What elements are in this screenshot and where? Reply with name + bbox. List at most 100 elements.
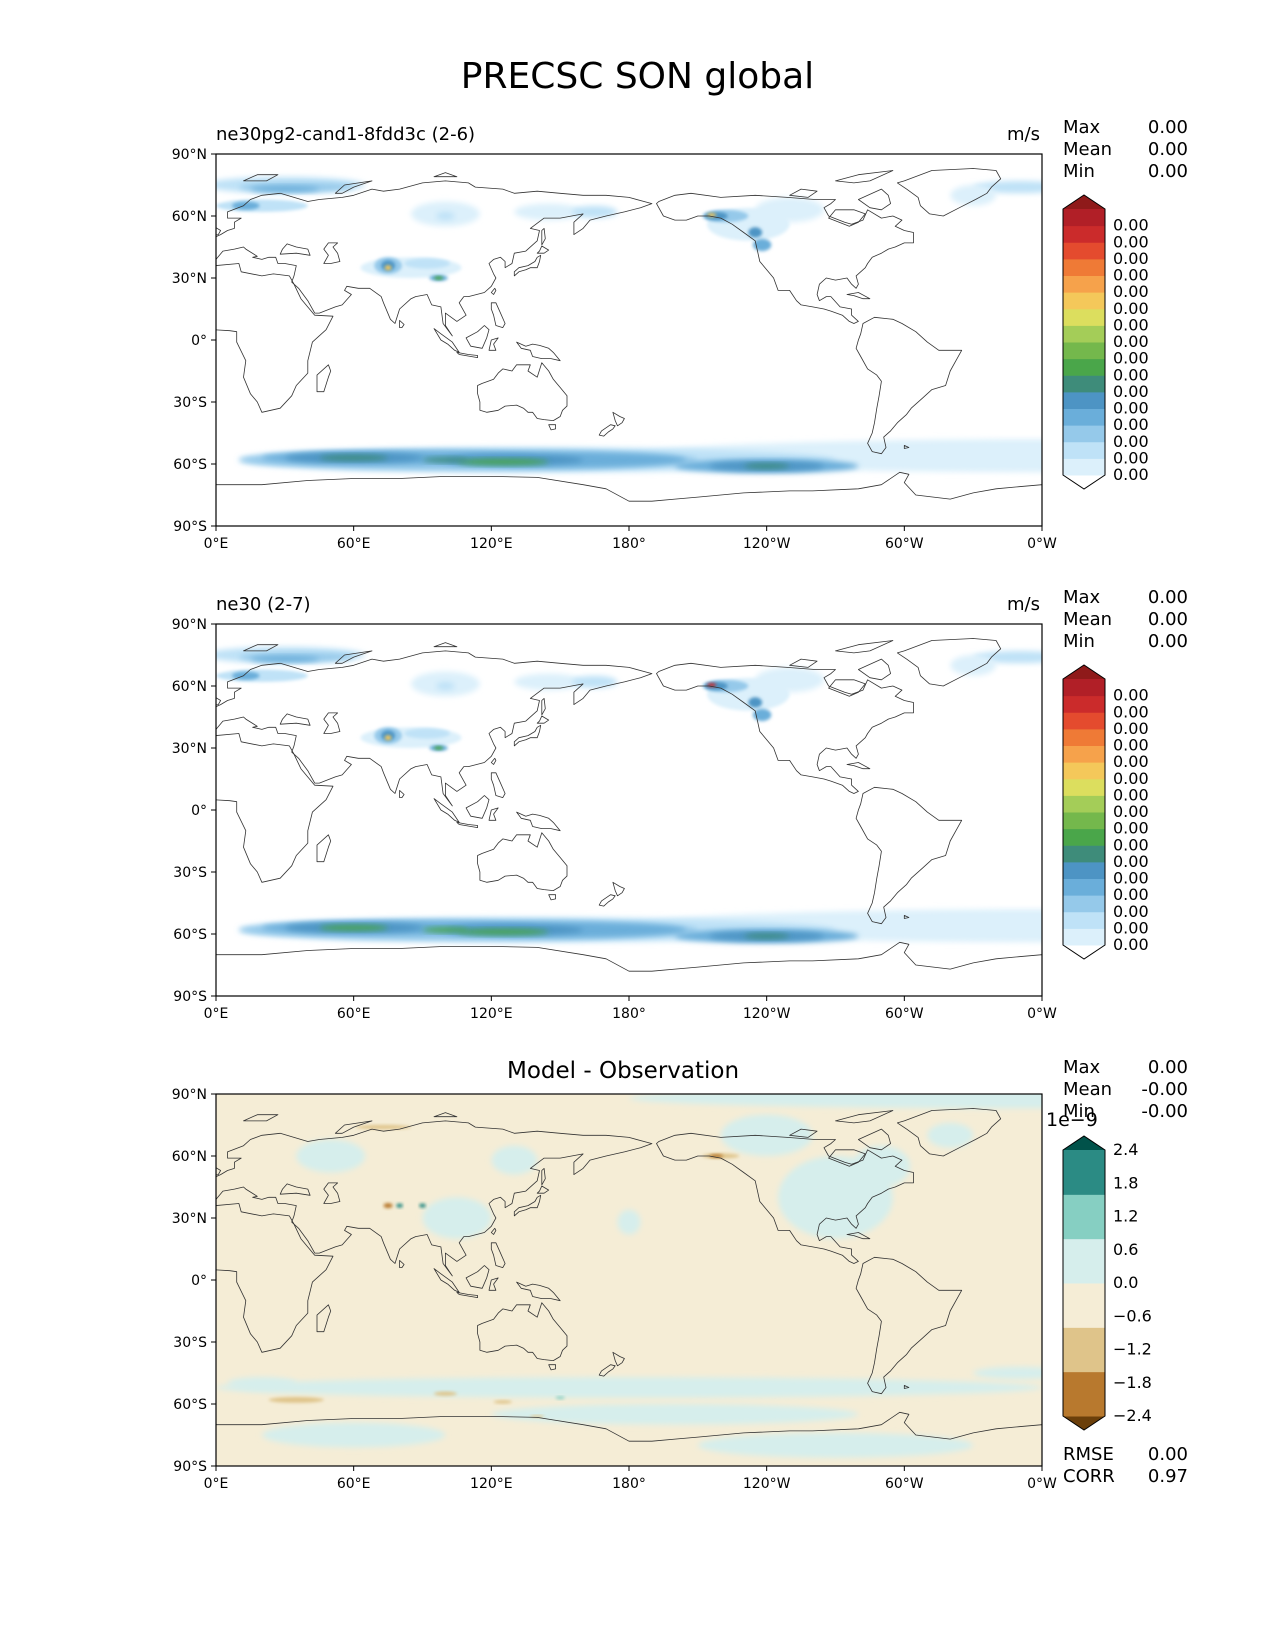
- colorbar-outline: [1062, 194, 1106, 490]
- coastline-taiwan: [490, 287, 497, 295]
- stat-min-value: 0.00: [1147, 161, 1188, 182]
- coastline-iceland: [161, 1143, 186, 1149]
- coastline-iceland: [161, 673, 186, 679]
- coastline-hudson_water: [828, 209, 866, 227]
- lon-tick-label: 120°W: [743, 1006, 791, 1022]
- colorbar-segment: [1063, 358, 1105, 376]
- lon-tick-label: 0°E: [204, 1476, 229, 1492]
- coastline-novaya: [334, 1120, 373, 1134]
- coastline-sumatra: [433, 1268, 460, 1293]
- coastline-southamerica: [855, 316, 963, 455]
- stat-max-label: Max: [1063, 587, 1101, 608]
- coastline-antarctica: [216, 1411, 1042, 1466]
- panel-units: m/s: [1007, 594, 1040, 615]
- colorbar-segment: [1063, 861, 1105, 879]
- coastline-newguinea: [516, 811, 561, 832]
- coastline-australia: [477, 362, 568, 422]
- coastline-borneo: [465, 795, 490, 819]
- coastline-caspian: [323, 242, 341, 264]
- colorbar-segment: [1063, 425, 1105, 443]
- coastline-victoria: [789, 188, 818, 198]
- coastline-hokkaido: [536, 245, 550, 254]
- panel-title-left: ne30pg2-cand1-8fdd3c (2-6): [216, 124, 476, 145]
- coastline-australia: [477, 832, 568, 891]
- lon-tick-label: 60°E: [337, 536, 371, 552]
- colorbar-tick-label: 0.00: [1113, 719, 1149, 738]
- colorbar-tick-label: 0.00: [1113, 752, 1149, 771]
- lon-tick-label: 60°W: [885, 536, 924, 552]
- coastline-japan1: [513, 724, 542, 747]
- colorbar-segment: [1063, 828, 1105, 846]
- stat-min-value: 0.00: [1147, 631, 1188, 652]
- colorbar-segment: [1063, 441, 1105, 459]
- coastline-sulawesi: [488, 807, 499, 821]
- map-frames-and-ticks: 90°N60°N30°N0°30°S60°S90°S0°E 60°E 120°E 18…: [172, 147, 1057, 1492]
- lon-tick-label: 60°W: [885, 1006, 924, 1022]
- coastline-borneo: [465, 325, 490, 349]
- colorbar-segment: [1063, 728, 1105, 746]
- panel-title-center: Model - Observation: [507, 1058, 740, 1084]
- coastline-blacksea: [279, 1183, 311, 1196]
- colorbar: 0.000.000.000.000.000.000.000.000.000.00…: [1062, 194, 1149, 490]
- coastline-japan1: [513, 1194, 542, 1217]
- coastline-tasmania: [548, 424, 556, 431]
- lat-tick-label: 90°N: [172, 1087, 207, 1103]
- lat-tick-label: 30°N: [172, 271, 207, 287]
- map-panel-reference: [161, 624, 1042, 996]
- colorbar-tick-label: −0.6: [1113, 1306, 1152, 1325]
- colorbar-segment: [1063, 375, 1105, 393]
- stat-mean-value: -0.00: [1141, 1079, 1188, 1100]
- coastline-borneo: [465, 1265, 490, 1289]
- coastline-cuba: [846, 762, 871, 770]
- coastline-severnaya: [433, 642, 458, 648]
- coastline-ireland: [193, 1166, 202, 1173]
- colorbar-segment: [1063, 391, 1105, 409]
- colorbar-tick-label: 0.00: [1113, 852, 1149, 871]
- coastline-baffin: [858, 658, 891, 681]
- colorbar-segment: [1063, 1194, 1105, 1240]
- colorbar-tick-label: 0.00: [1113, 885, 1149, 904]
- stat-max-value: 0.00: [1147, 117, 1188, 138]
- coastline-sakhalin: [541, 1168, 546, 1186]
- lat-tick-label: 0°: [191, 803, 207, 819]
- coastline-northamerica: [656, 662, 914, 794]
- colorbar-tick-label: 0.00: [1113, 785, 1149, 804]
- colorbar-tick-label: 0.00: [1113, 365, 1149, 384]
- colorbar-segment: [1063, 1150, 1105, 1195]
- coastline-newguinea: [516, 1281, 561, 1302]
- coastline-blacksea: [279, 713, 311, 726]
- coastline-greenland: [897, 1108, 1002, 1157]
- colorbar-tick-label: 1.2: [1113, 1207, 1138, 1226]
- coastline-sulawesi: [488, 1277, 499, 1291]
- stat-mean-label: Mean: [1063, 139, 1113, 160]
- coastline-ireland: [193, 696, 202, 703]
- colorbar-segment: [1063, 408, 1105, 426]
- colorbar-offset-label: 1e−9: [1046, 1109, 1098, 1131]
- coastline-sumatra: [433, 328, 460, 353]
- colorbar-segment: [1063, 911, 1105, 929]
- lat-tick-label: 0°: [191, 1273, 207, 1289]
- stat-min-label: Min: [1063, 631, 1095, 652]
- panel-title-left: ne30 (2-7): [216, 594, 311, 615]
- coastline-victoria: [789, 658, 818, 668]
- coastline-nz_north: [612, 411, 625, 427]
- colorbar-segment: [1063, 225, 1105, 243]
- coastline-svalbard: [243, 1114, 279, 1122]
- colorbar-tick-label: 0.00: [1113, 448, 1149, 467]
- colorbar-tick-label: 0.00: [1113, 802, 1149, 821]
- colorbar-segment: [1063, 342, 1105, 360]
- colorbar-segment: [1063, 1371, 1105, 1417]
- coastline-greenland: [897, 168, 1002, 217]
- colorbar-segment: [1063, 845, 1105, 863]
- coastline-africa: [216, 1203, 334, 1353]
- lon-tick-label: 0°E: [204, 536, 229, 552]
- lon-tick-label: 180°: [612, 1476, 646, 1492]
- coastline-ellesmere: [835, 170, 894, 184]
- colorbar-tick-label: 0.00: [1113, 332, 1149, 351]
- colorbar-tick-label: −1.8: [1113, 1373, 1152, 1392]
- colorbar-tick-label: 0.00: [1113, 702, 1149, 721]
- lat-tick-label: 60°S: [173, 457, 207, 473]
- colorbar-tick-label: 0.00: [1113, 769, 1149, 788]
- colorbar-segment: [1063, 209, 1105, 227]
- coastline-antarctica: [216, 941, 1042, 996]
